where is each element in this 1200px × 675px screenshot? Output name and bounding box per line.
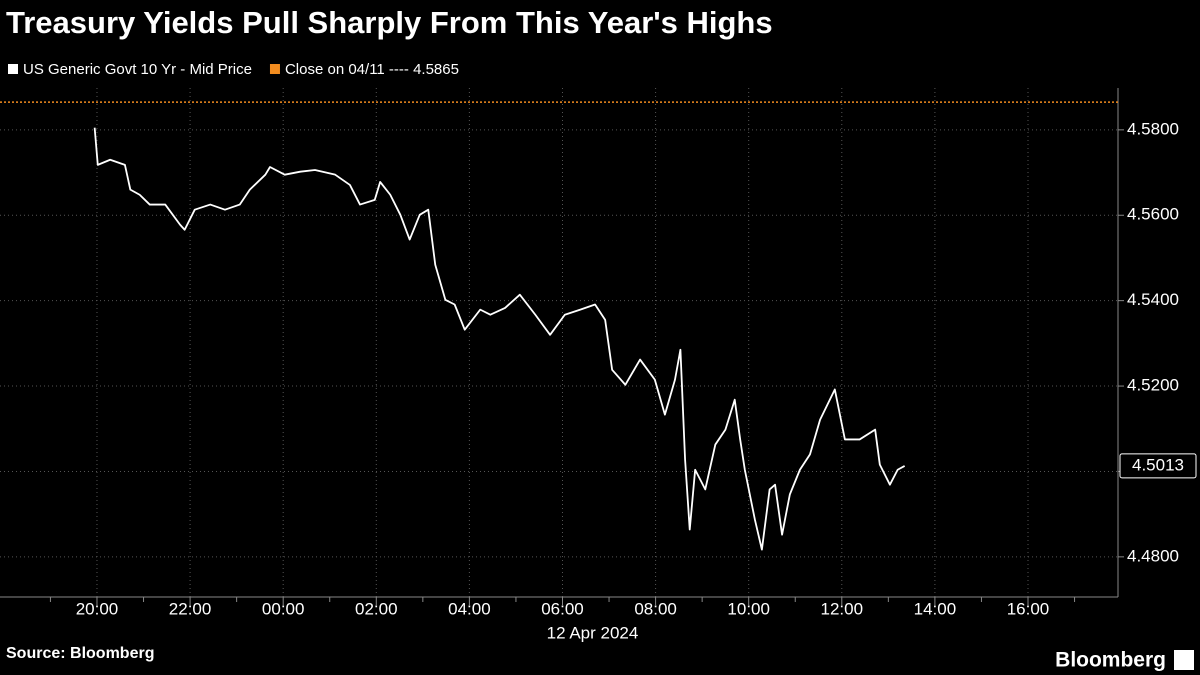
source: Source: Bloomberg xyxy=(6,645,154,662)
x-axis-label: 12 Apr 2024 xyxy=(547,623,639,642)
x-tick-label: 00:00 xyxy=(262,599,305,618)
last-value-label: 4.5013 xyxy=(1132,455,1184,474)
x-tick-label: 22:00 xyxy=(169,599,212,618)
x-tick-label: 14:00 xyxy=(914,599,957,618)
legend-label: US Generic Govt 10 Yr - Mid Price xyxy=(23,61,252,78)
x-tick-label: 06:00 xyxy=(541,599,584,618)
x-tick-label: 08:00 xyxy=(634,599,677,618)
brand-icon xyxy=(1174,650,1194,670)
x-tick-label: 16:00 xyxy=(1007,599,1050,618)
brand: Bloomberg xyxy=(1055,649,1166,672)
legend-swatch xyxy=(269,64,280,74)
x-tick-label: 12:00 xyxy=(821,599,864,618)
last-value-box xyxy=(1119,453,1197,479)
y-tick-label: 4.5800 xyxy=(1127,119,1179,138)
x-tick-label: 10:00 xyxy=(727,599,770,618)
chart-title: Treasury Yields Pull Sharply From This Y… xyxy=(6,5,773,40)
y-tick-label: 4.4800 xyxy=(1127,546,1179,565)
y-tick-label: 4.5400 xyxy=(1127,290,1179,309)
y-tick-label: 4.5600 xyxy=(1127,205,1179,224)
legend-swatch xyxy=(8,64,18,74)
legend-label: Close on 04/11 ---- 4.5865 xyxy=(285,61,459,78)
y-tick-label: 4.5200 xyxy=(1127,376,1179,395)
data-line xyxy=(93,127,906,551)
x-tick-label: 02:00 xyxy=(355,599,398,618)
x-tick-label: 04:00 xyxy=(448,599,491,618)
x-tick-label: 20:00 xyxy=(76,599,119,618)
